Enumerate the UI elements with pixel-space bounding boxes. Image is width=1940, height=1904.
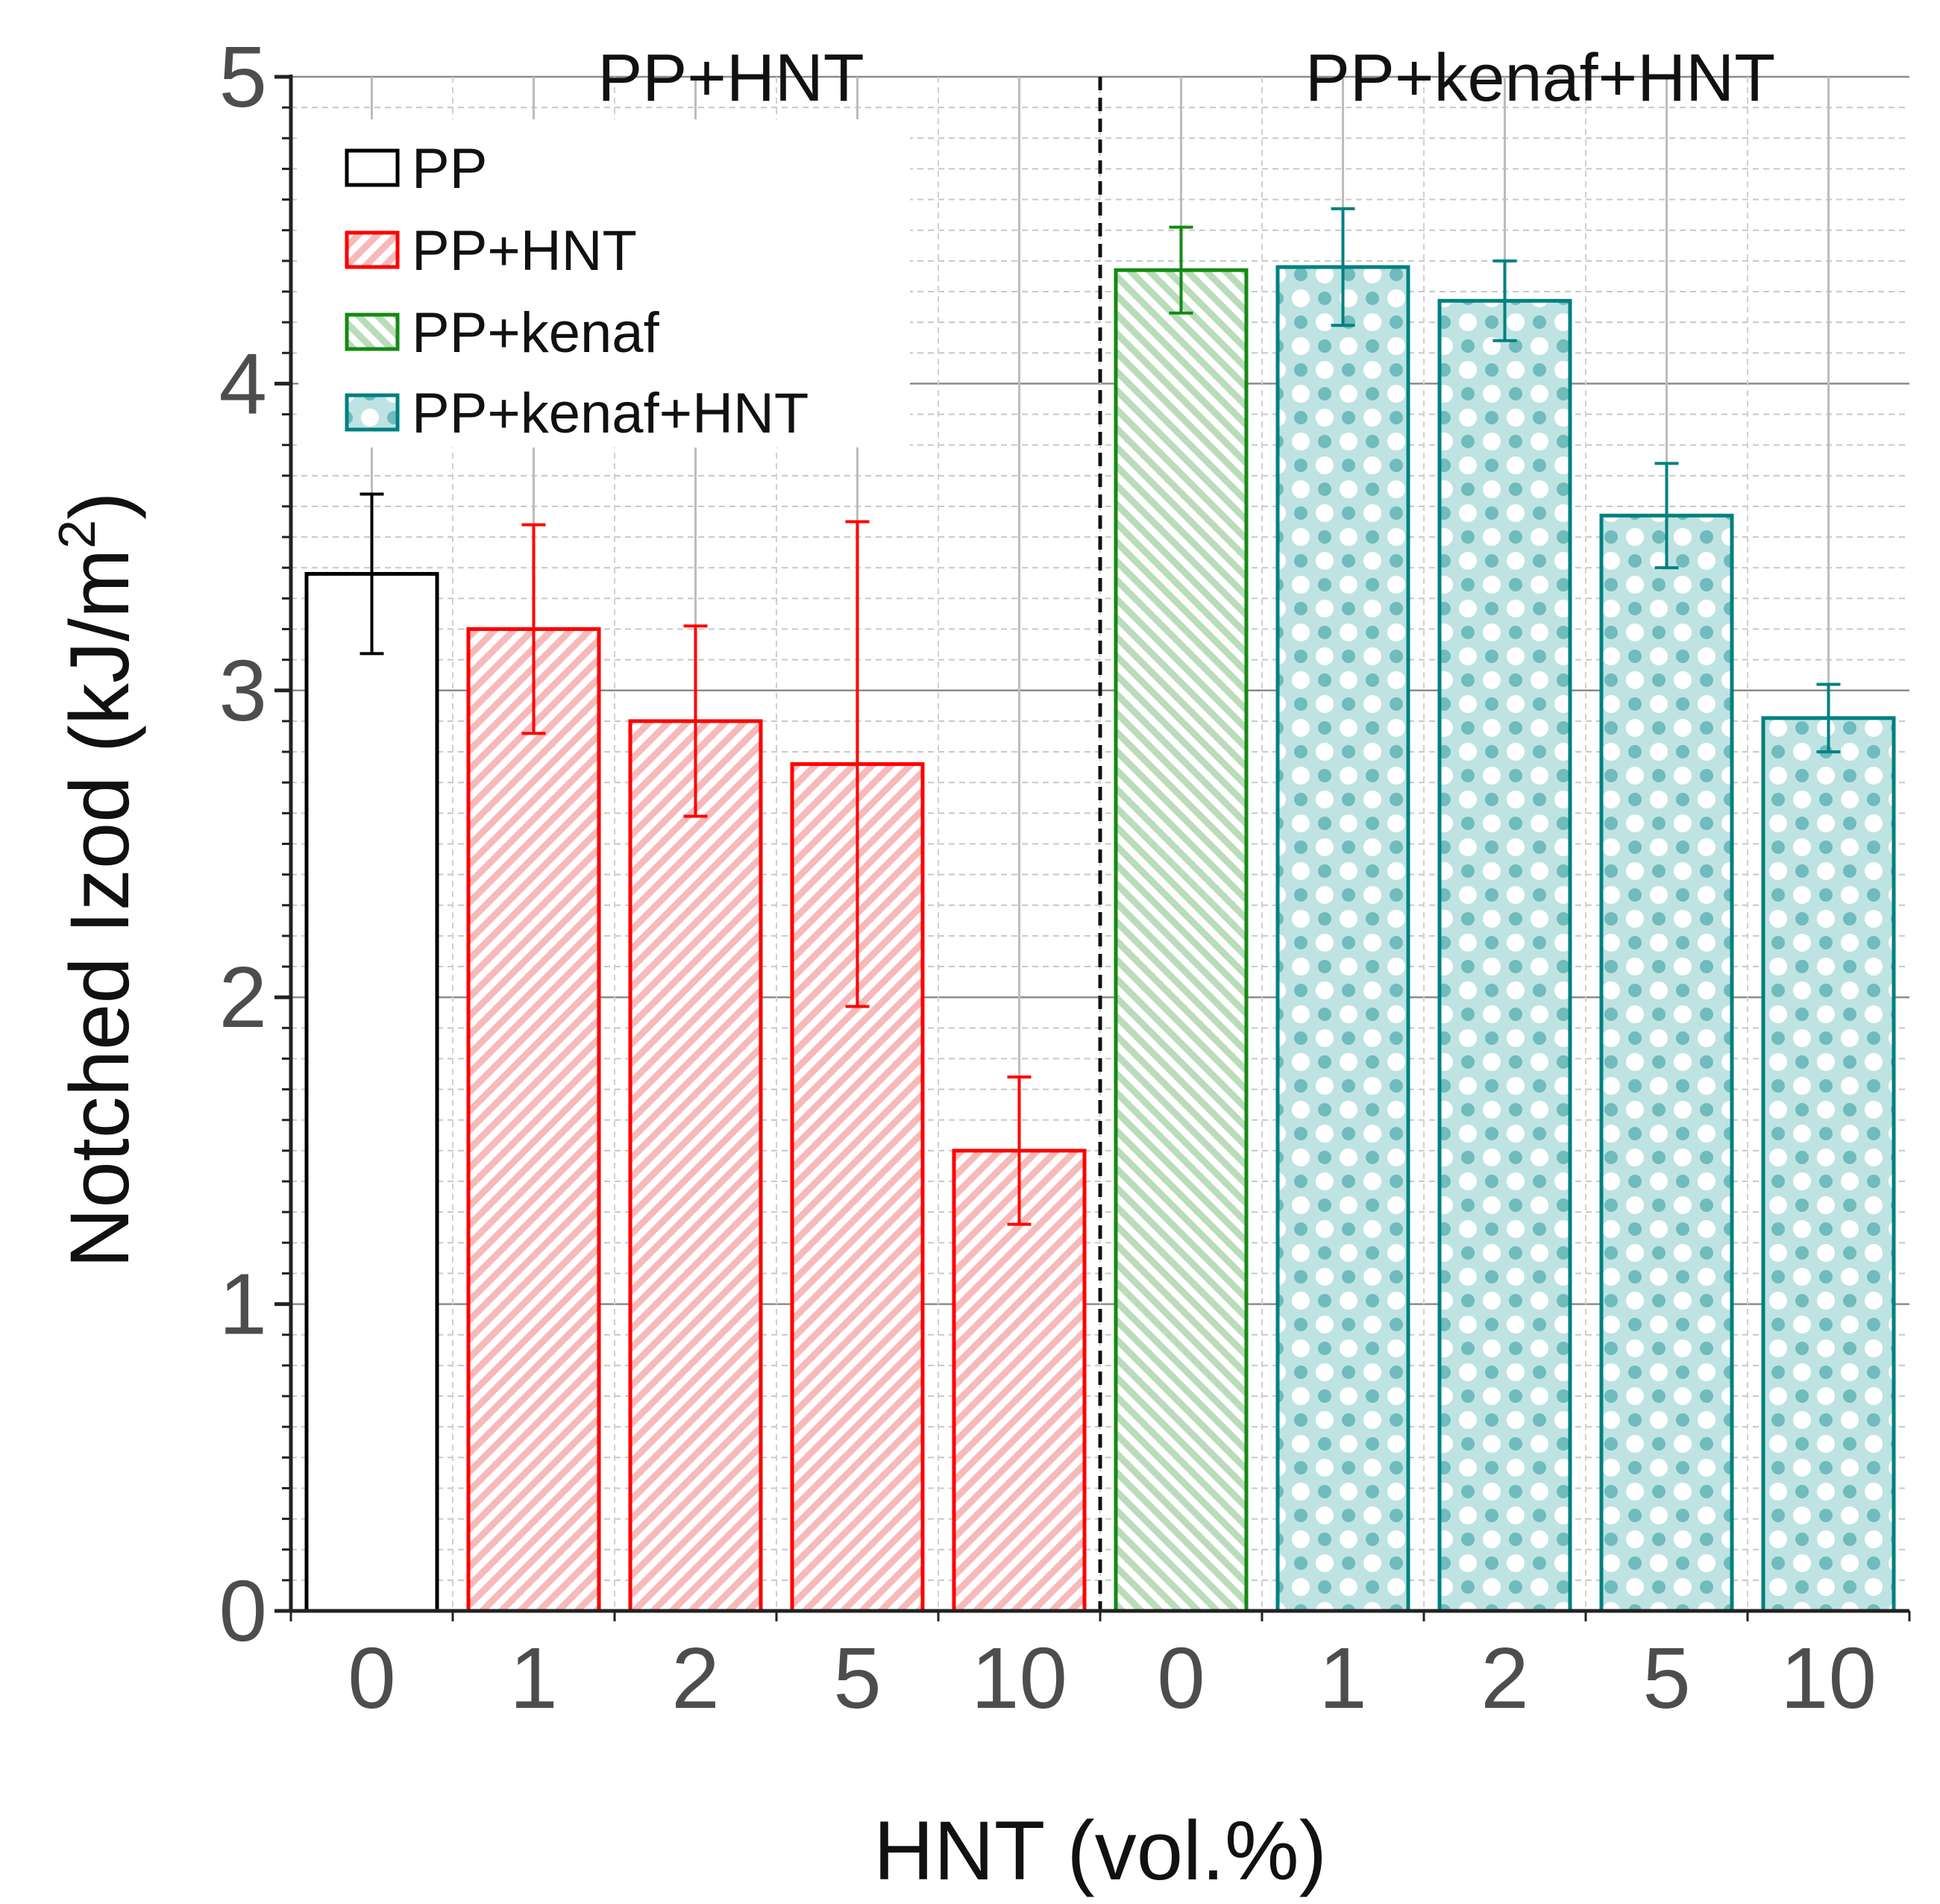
x-tick-labels: 0 1 2 5 10 0 1 2 5 10 [348, 1630, 1877, 1727]
legend-label-pp: PP [412, 137, 487, 201]
x-tick-label-1: 1 [509, 1630, 558, 1727]
legend-box [298, 119, 910, 447]
bar-pp-hnt-1 [466, 627, 601, 1613]
error-bar-pp-kenaf-0 [1169, 225, 1193, 315]
bar-pp-hnt-10 [952, 1149, 1087, 1613]
bar-pp-hnt-2 [628, 719, 763, 1613]
legend-label-pp-hnt: PP+HNT [412, 219, 637, 283]
legend-swatch-pp-kenaf-hnt [345, 393, 400, 432]
group-title-pp-kenaf-hnt: PP+kenaf+HNT [1305, 41, 1775, 116]
error-bar-pp-kenaf-hnt-1 [1331, 207, 1355, 327]
y-tick-labels: 0 1 2 3 4 5 [219, 28, 267, 1659]
bars [304, 77, 1896, 1613]
y-tick-label-0: 0 [219, 1562, 267, 1659]
x-tick-label-3: 5 [833, 1630, 882, 1727]
legend-label-pp-kenaf-hnt: PP+kenaf+HNT [412, 382, 809, 445]
y-axis-title-main: Notched Izod (kJ/m [53, 549, 146, 1269]
y-axis-title-superscript: 2 [48, 520, 106, 549]
bar-pp-kenaf-hnt-5 [1599, 513, 1734, 1613]
x-tick-label-7: 2 [1481, 1630, 1529, 1727]
y-axis-title-close: ) [53, 491, 146, 519]
legend: PP PP+HNT PP+kenaf PP+kenaf+HNT [298, 119, 910, 447]
y-tick-label-4: 4 [219, 335, 267, 432]
legend-swatch-pp-kenaf [345, 312, 400, 351]
y-tick-label-3: 3 [219, 642, 267, 739]
x-axis-title: HNT (vol.%) [873, 1804, 1327, 1897]
bar-pp-kenaf-0 [1114, 268, 1249, 1613]
x-tick-label-6: 1 [1319, 1630, 1367, 1727]
group-title-pp-hnt: PP+HNT [597, 41, 864, 116]
error-bar-pp-0 [360, 492, 384, 656]
error-bar-pp-hnt-2 [683, 624, 708, 818]
legend-label-pp-kenaf: PP+kenaf [412, 301, 660, 365]
x-tick-label-2: 2 [671, 1630, 720, 1727]
bar-pp-kenaf-hnt-2 [1437, 298, 1572, 1613]
x-tick-label-8: 5 [1642, 1630, 1691, 1727]
error-bar-pp-kenaf-hnt-10 [1816, 682, 1841, 754]
y-axis-title: Notched Izod (kJ/m2) [48, 491, 146, 1268]
error-bar-pp-hnt-10 [1007, 1075, 1032, 1226]
error-bar-pp-hnt-1 [521, 523, 546, 735]
error-bar-pp-kenaf-hnt-2 [1492, 259, 1517, 342]
x-tick-label-4: 10 [971, 1630, 1067, 1727]
legend-swatch-pp [345, 148, 400, 187]
bar-pp-kenaf-hnt-10 [1761, 716, 1896, 1613]
x-tick-label-5: 0 [1157, 1630, 1205, 1727]
axes [274, 75, 1911, 1621]
x-tick-label-0: 0 [348, 1630, 396, 1727]
error-bar-pp-kenaf-hnt-5 [1654, 462, 1679, 570]
bar-pp-0 [304, 571, 439, 1613]
y-tick-label-1: 1 [219, 1256, 267, 1353]
legend-swatch-pp-hnt [345, 230, 400, 269]
y-tick-label-2: 2 [219, 949, 267, 1046]
y-tick-label-5: 5 [219, 28, 267, 125]
bar-pp-kenaf-hnt-1 [1275, 265, 1410, 1613]
x-tick-label-9: 10 [1780, 1630, 1877, 1727]
error-bar-pp-hnt-5 [845, 520, 870, 1008]
